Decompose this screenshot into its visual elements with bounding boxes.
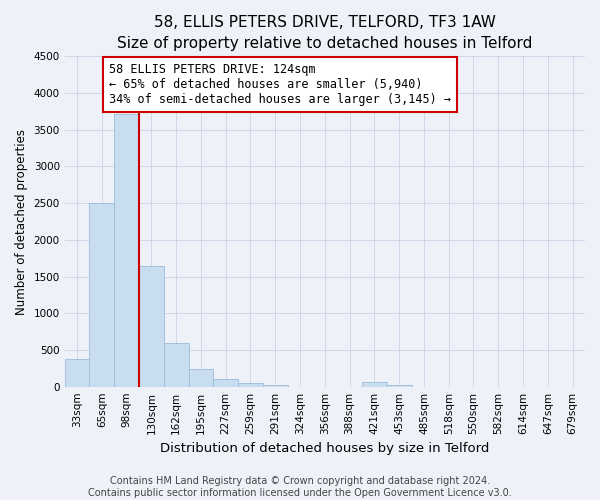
Bar xyxy=(362,382,387,386)
Bar xyxy=(188,369,214,386)
Text: Contains HM Land Registry data © Crown copyright and database right 2024.
Contai: Contains HM Land Registry data © Crown c… xyxy=(88,476,512,498)
Y-axis label: Number of detached properties: Number of detached properties xyxy=(15,128,28,314)
Bar xyxy=(114,114,139,386)
Bar xyxy=(65,359,89,386)
X-axis label: Distribution of detached houses by size in Telford: Distribution of detached houses by size … xyxy=(160,442,490,455)
Bar xyxy=(89,203,114,386)
Bar xyxy=(238,382,263,386)
Bar xyxy=(387,385,412,386)
Title: 58, ELLIS PETERS DRIVE, TELFORD, TF3 1AW
Size of property relative to detached h: 58, ELLIS PETERS DRIVE, TELFORD, TF3 1AW… xyxy=(117,15,533,51)
Text: 58 ELLIS PETERS DRIVE: 124sqm
← 65% of detached houses are smaller (5,940)
34% o: 58 ELLIS PETERS DRIVE: 124sqm ← 65% of d… xyxy=(109,63,451,106)
Bar xyxy=(164,342,188,386)
Bar xyxy=(139,266,164,386)
Bar xyxy=(214,380,238,386)
Bar xyxy=(263,385,287,386)
